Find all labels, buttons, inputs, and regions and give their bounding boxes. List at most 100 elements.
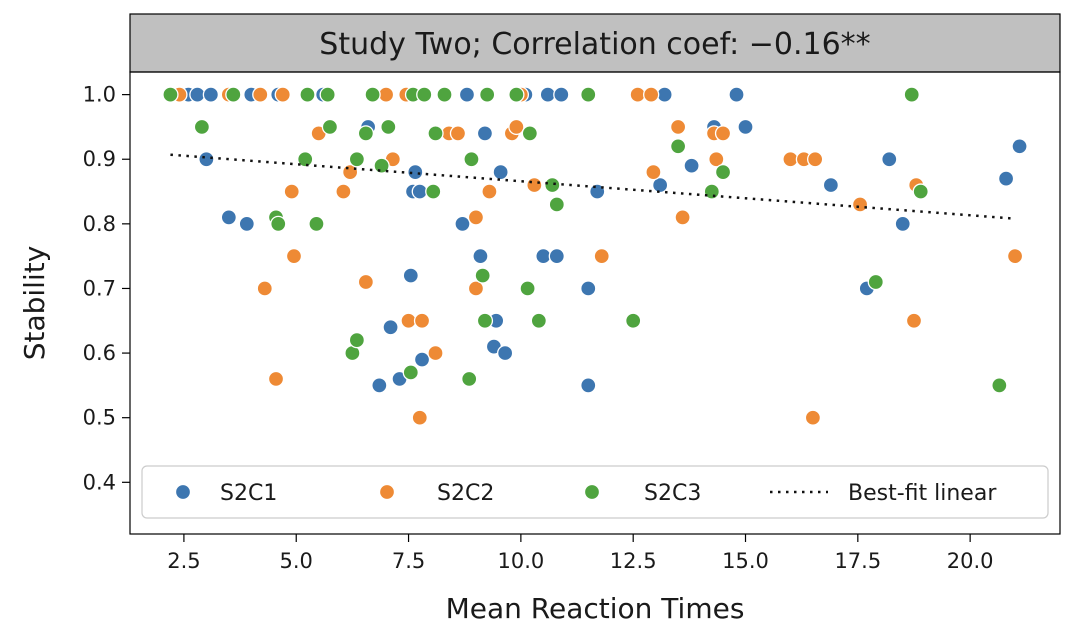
- data-point-s2c1: [822, 176, 840, 194]
- data-point-s2c1: [580, 377, 597, 394]
- best-fit-line: [170, 153, 1016, 220]
- data-point-s2c3: [625, 312, 642, 329]
- data-point-s2c2: [467, 209, 485, 226]
- data-point-s2c2: [256, 280, 273, 297]
- data-point-s2c2: [905, 312, 923, 329]
- data-point-s2c3: [373, 157, 390, 174]
- data-point-s2c2: [804, 409, 822, 426]
- data-point-s2c2: [708, 151, 725, 168]
- legend-marker-s2c2: [378, 483, 396, 501]
- data-point-s2c3: [299, 86, 316, 103]
- data-point-s2c2: [283, 183, 300, 200]
- data-point-s2c1: [894, 215, 911, 232]
- data-point-s2c1: [238, 215, 255, 232]
- data-point-s2c3: [319, 86, 336, 103]
- data-point-s2c2: [274, 86, 291, 103]
- data-point-s2c1: [413, 351, 431, 368]
- legend-label-s2c2: S2C2: [437, 481, 494, 506]
- title-band: [129, 13, 1061, 73]
- data-point-s2c1: [997, 170, 1015, 187]
- data-point-s2c2: [411, 409, 428, 426]
- x-tick-label: 12.5: [610, 549, 657, 573]
- data-point-s2c3: [348, 332, 366, 349]
- data-point-s2c2: [669, 118, 687, 136]
- y-tick-label: 0.4: [83, 470, 116, 494]
- data-point-s2c3: [867, 273, 884, 291]
- data-point-s2c3: [548, 196, 565, 213]
- data-point-s2c3: [416, 86, 433, 103]
- data-point-s2c3: [308, 215, 325, 232]
- data-point-s2c2: [377, 86, 395, 103]
- x-tick-label: 5.0: [280, 549, 313, 573]
- data-point-s2c2: [413, 312, 431, 329]
- x-axis-label: Mean Reaction Times: [446, 592, 745, 625]
- data-point-s2c1: [553, 86, 570, 103]
- x-tick-label: 20.0: [947, 549, 994, 573]
- data-point-s2c3: [903, 86, 920, 103]
- y-tick-label: 0.8: [83, 212, 116, 236]
- data-point-s2c2: [806, 151, 824, 168]
- legend-label-fit: Best-fit linear: [848, 481, 997, 506]
- x-tick-label: 7.5: [392, 549, 425, 573]
- data-point-s2c2: [267, 370, 285, 388]
- data-point-s2c1: [472, 248, 489, 265]
- data-point-s2c3: [580, 86, 597, 103]
- data-point-s2c3: [544, 176, 561, 194]
- data-point-s2c1: [737, 118, 754, 136]
- data-point-s2c1: [458, 86, 476, 103]
- x-tick-label: 15.0: [722, 549, 769, 573]
- data-point-s2c2: [252, 86, 269, 103]
- data-point-s2c1: [881, 151, 898, 168]
- legend-label-s2c3: S2C3: [644, 481, 701, 506]
- data-point-s2c1: [189, 86, 206, 103]
- data-point-s2c1: [496, 344, 514, 362]
- data-point-s2c3: [425, 183, 442, 200]
- data-point-s2c3: [193, 118, 211, 136]
- data-point-s2c2: [449, 125, 467, 142]
- data-point-s2c3: [357, 125, 375, 142]
- chart-title: Study Two; Correlation coef: −0.16**: [319, 27, 870, 62]
- data-point-s2c1: [683, 157, 700, 174]
- data-point-s2c3: [225, 86, 242, 103]
- data-point-s2c3: [521, 125, 539, 142]
- data-point-s2c2: [481, 183, 498, 200]
- data-point-s2c3: [297, 151, 314, 168]
- data-point-s2c1: [382, 319, 399, 336]
- data-point-s2c2: [593, 248, 610, 265]
- data-point-s2c1: [476, 125, 494, 142]
- data-point-s2c1: [407, 164, 424, 181]
- data-point-s2c1: [1011, 138, 1028, 155]
- data-point-s2c2: [782, 151, 799, 168]
- data-point-s2c2: [357, 273, 375, 291]
- data-point-s2c2: [645, 164, 662, 181]
- data-point-s2c3: [270, 215, 287, 232]
- data-point-s2c3: [714, 164, 732, 181]
- data-point-s2c3: [530, 312, 547, 329]
- y-tick-label: 0.7: [83, 276, 116, 300]
- data-point-s2c3: [321, 118, 339, 136]
- data-point-s2c2: [851, 196, 869, 213]
- data-point-s2c3: [436, 86, 453, 103]
- data-point-s2c3: [703, 183, 720, 200]
- legend-marker-s2c1: [174, 483, 192, 501]
- data-point-s2c3: [912, 183, 929, 200]
- data-point-s2c3: [991, 377, 1008, 394]
- data-point-s2c1: [371, 377, 388, 394]
- data-point-s2c2: [1006, 248, 1024, 265]
- data-point-s2c2: [714, 125, 732, 142]
- data-point-s2c3: [508, 86, 525, 103]
- data-point-s2c1: [198, 151, 215, 168]
- x-tick-label: 10.0: [497, 549, 544, 573]
- y-tick-label: 0.9: [83, 147, 116, 171]
- data-point-s2c3: [474, 267, 491, 284]
- data-point-s2c3: [519, 280, 536, 297]
- plot-frame: [129, 71, 1061, 535]
- data-point-s2c3: [162, 86, 179, 103]
- data-point-s2c1: [492, 164, 509, 181]
- data-point-s2c3: [479, 86, 496, 103]
- data-point-s2c1: [220, 209, 237, 226]
- data-point-s2c2: [674, 209, 691, 226]
- y-tick-label: 0.5: [83, 406, 116, 430]
- data-point-s2c2: [467, 280, 485, 297]
